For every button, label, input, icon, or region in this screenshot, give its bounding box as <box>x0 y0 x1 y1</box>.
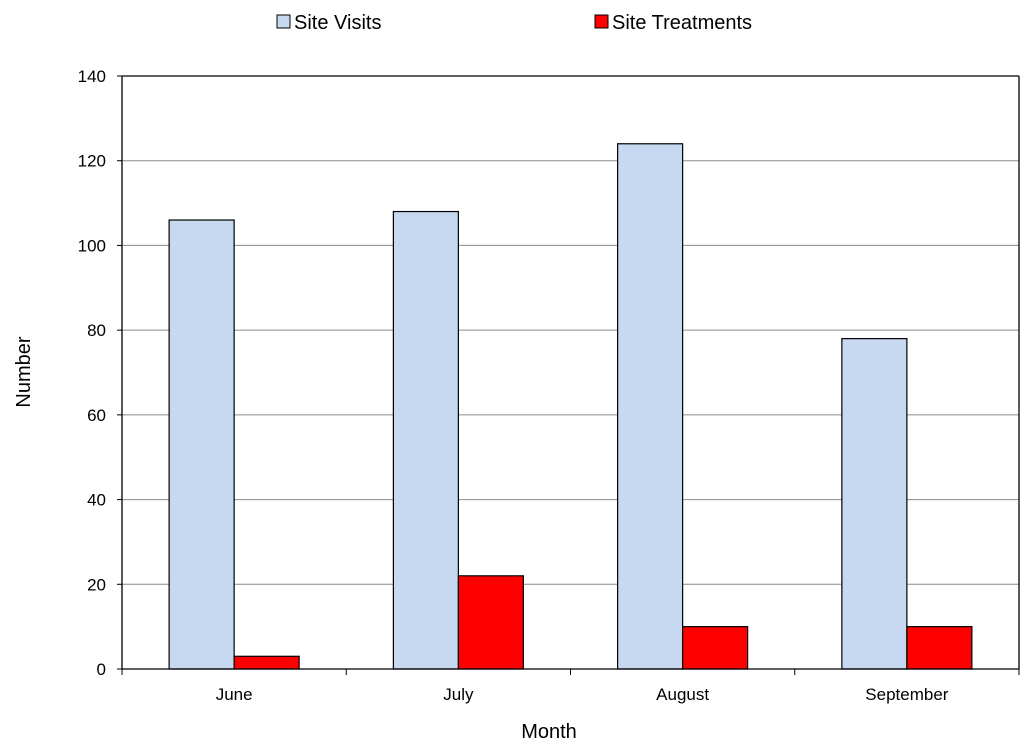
bar-site-treatments-august <box>682 626 749 670</box>
bar-site-treatments-july <box>457 575 524 670</box>
y-tick-label: 0 <box>97 660 106 679</box>
bar-site-treatments-september <box>906 626 973 670</box>
y-tick-label: 20 <box>87 575 106 594</box>
legend-swatch-site-visits <box>276 14 291 29</box>
x-tick-label: June <box>216 685 253 704</box>
bars <box>168 143 973 670</box>
axes: 0 20 40 60 80 100 120 140 June July August Septembe… <box>78 67 1020 704</box>
legend-label-site-treatments: Site Treatments <box>612 12 752 34</box>
legend-swatch-site-treatments <box>594 14 609 29</box>
bar-site-visits-july <box>392 210 459 670</box>
legend: Site Visits Site Treatments <box>276 12 752 34</box>
y-tick-label: 80 <box>87 321 106 340</box>
bar-site-treatments-june <box>233 655 300 670</box>
legend-label-site-visits: Site Visits <box>294 12 381 34</box>
x-tick-label: September <box>865 685 948 704</box>
x-tick-label: July <box>443 685 474 704</box>
x-axis-title: Month <box>521 721 577 742</box>
bar-site-visits-august <box>617 143 684 670</box>
y-axis-title: Number <box>13 336 35 407</box>
y-tick-label: 140 <box>78 67 106 86</box>
y-tick-label: 120 <box>78 152 106 171</box>
bar-site-visits-september <box>841 338 908 670</box>
y-tick-label: 60 <box>87 406 106 425</box>
bar-site-visits-june <box>168 219 235 670</box>
y-tick-label: 100 <box>78 236 106 255</box>
y-tick-label: 40 <box>87 491 106 510</box>
x-tick-label: August <box>656 685 709 704</box>
